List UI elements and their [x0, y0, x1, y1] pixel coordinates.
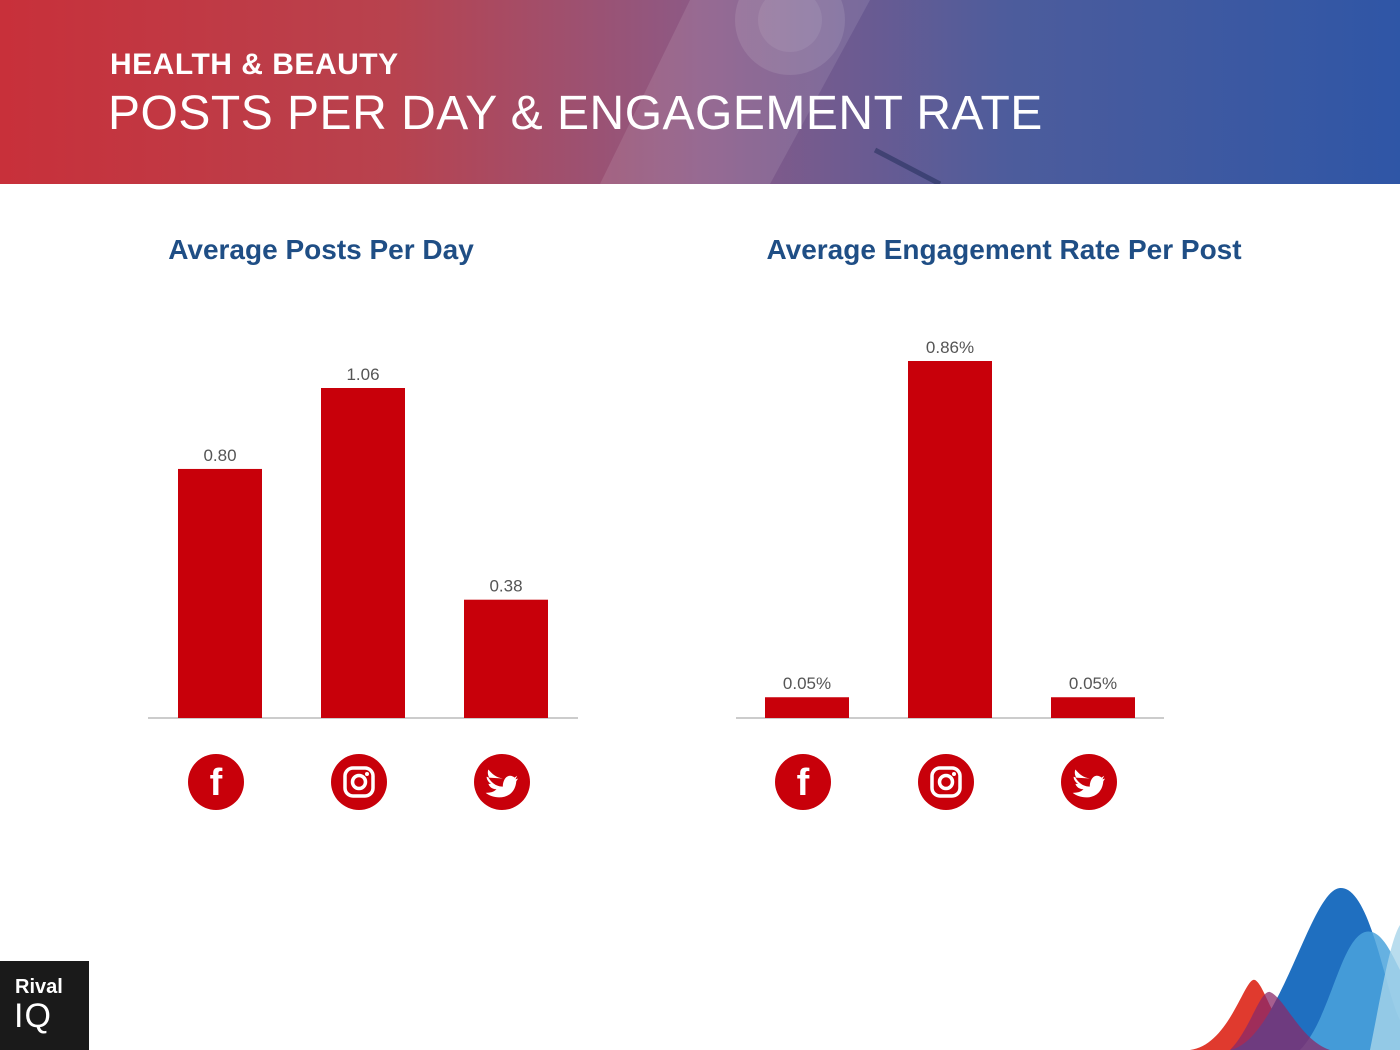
decorative-mountains — [1190, 887, 1400, 1050]
data-label-facebook: 0.05% — [783, 674, 831, 693]
twitter-bird — [485, 769, 519, 798]
facebook-glyph: f — [210, 762, 223, 804]
twitter-icon — [1061, 754, 1117, 810]
data-label-twitter: 0.05% — [1069, 674, 1117, 693]
chart-title-engagement-rate: Average Engagement Rate Per Post — [766, 234, 1242, 265]
bar-instagram — [321, 388, 405, 718]
facebook-glyph: f — [797, 762, 810, 804]
bar-twitter — [464, 599, 548, 718]
facebook-icon-background — [188, 754, 244, 810]
instagram-dot — [365, 772, 369, 776]
facebook-icon-background — [775, 754, 831, 810]
twitter-icon — [474, 754, 530, 810]
bar-facebook — [178, 468, 262, 718]
category-label: HEALTH & BEAUTY — [110, 48, 399, 81]
bar-instagram — [908, 361, 992, 718]
instagram-icon — [331, 754, 387, 810]
bar-twitter — [1051, 697, 1135, 718]
instagram-frame — [930, 766, 962, 798]
instagram-lens — [937, 773, 955, 791]
banner-background-image — [600, 0, 942, 184]
data-label-instagram: 0.86% — [926, 338, 974, 357]
instagram-dot — [952, 772, 956, 776]
bar-facebook — [765, 697, 849, 718]
logo-text-line1: Rival — [15, 976, 63, 998]
twitter-icon-background — [474, 754, 530, 810]
data-label-instagram: 1.06 — [346, 365, 379, 384]
data-label-twitter: 0.38 — [489, 577, 522, 596]
rival-iq-logo: Rival IQ — [0, 961, 89, 1050]
twitter-bird — [1072, 769, 1106, 798]
page-title: POSTS PER DAY & ENGAGEMENT RATE — [108, 87, 1043, 140]
twitter-icon-background — [1061, 754, 1117, 810]
instagram-icon — [918, 754, 974, 810]
instagram-icon-background — [918, 754, 974, 810]
facebook-icon: f — [775, 754, 831, 810]
data-label-facebook: 0.80 — [203, 446, 236, 465]
header-banner: HEALTH & BEAUTY POSTS PER DAY & ENGAGEME… — [0, 0, 1400, 184]
instagram-icon-background — [331, 754, 387, 810]
logo-text-line2: IQ — [14, 997, 52, 1035]
facebook-icon: f — [188, 754, 244, 810]
chart-title-posts-per-day: Average Posts Per Day — [168, 234, 474, 265]
instagram-lens — [350, 773, 368, 791]
instagram-frame — [343, 766, 375, 798]
